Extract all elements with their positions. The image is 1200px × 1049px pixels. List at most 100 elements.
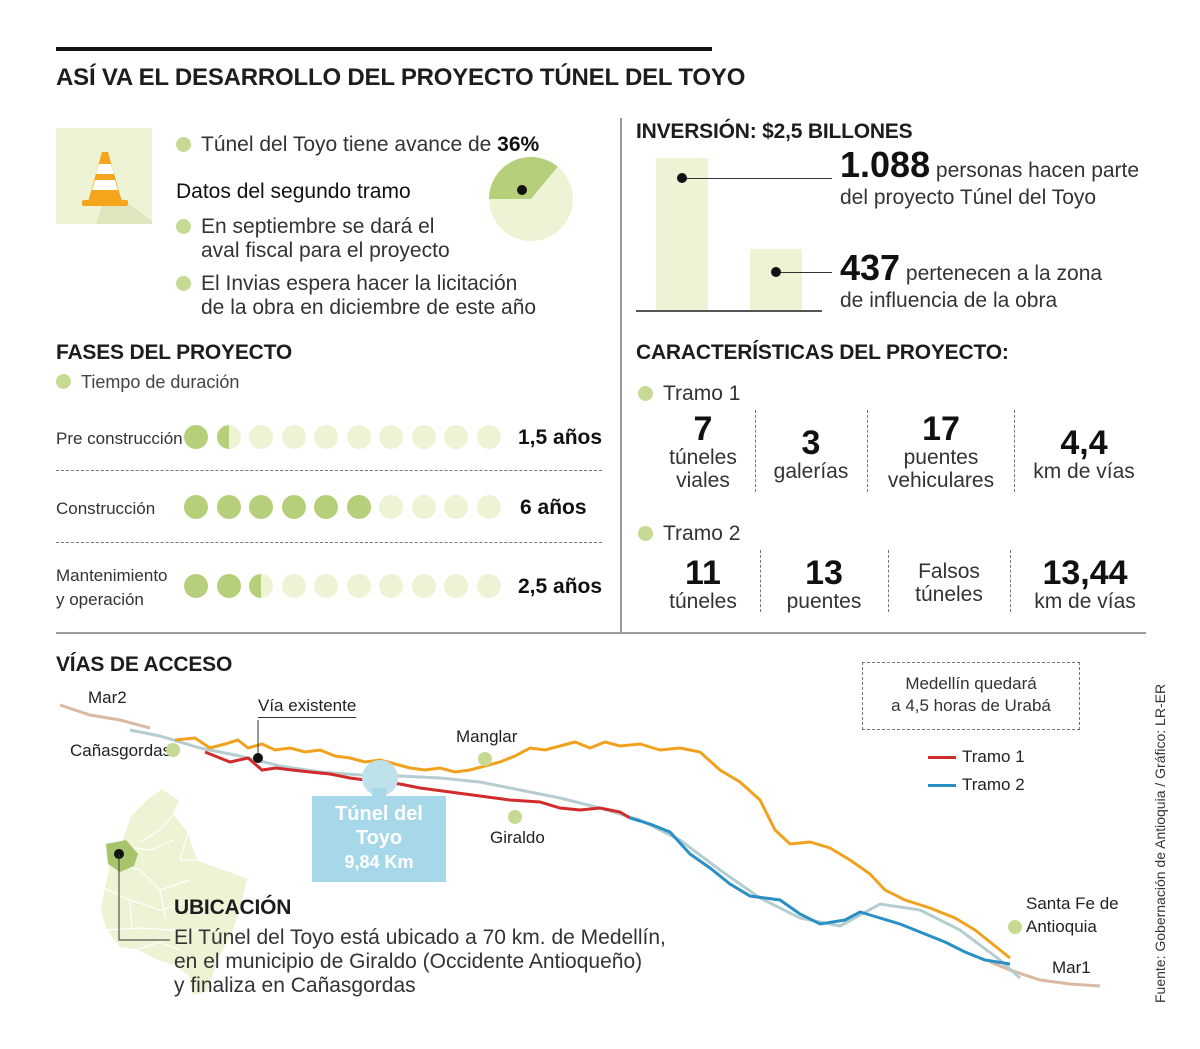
phase-duration: 2,5 años (518, 575, 603, 598)
tunnel-line1: Túnel del (335, 803, 423, 825)
location-line2: en el municipio de Giraldo (Occidente An… (174, 950, 643, 973)
place-dot-giraldo (508, 810, 522, 824)
legend-tramo1-label: Tramo 1 (962, 747, 1025, 766)
colombia-departments (103, 813, 220, 951)
duration-dot (314, 574, 338, 598)
tramo2-line1: Falsos (918, 560, 980, 583)
phase-separator (56, 542, 602, 543)
phase-duration: 6 años (520, 496, 587, 519)
route-tramo2 (629, 816, 1011, 966)
place-giraldo: Giraldo (490, 828, 545, 847)
duration-dot (249, 495, 273, 519)
duration-dot (379, 495, 403, 519)
place-mar1: Mar1 (1052, 958, 1091, 977)
phase-label: Pre construcción (56, 429, 183, 448)
traffic-cone-icon (56, 128, 152, 224)
tramo2-line1: túneles (669, 590, 737, 613)
duration-dot (444, 574, 468, 598)
tramo1-line2: viales (676, 469, 730, 492)
duration-dot (476, 495, 501, 519)
colombia-map (99, 787, 249, 997)
tunnel-length: 9,84 Km (344, 852, 414, 872)
bullet-invias-line1: El Invias espera hacer la licitación (201, 272, 518, 295)
leader-local-dot (771, 267, 781, 277)
investment-title: INVERSIÓN: $2,5 BILLONES (636, 120, 913, 143)
duration-dot (281, 425, 306, 449)
tramo1-line1: túneles (669, 446, 737, 469)
bars-baseline (636, 310, 822, 312)
phases-title: FASES DEL PROYECTO (56, 341, 293, 364)
item-separator (888, 550, 889, 612)
tramo1-item-4: 4,4 km de vías (1018, 426, 1150, 483)
duration-dot (411, 425, 436, 449)
access-title: VÍAS DE ACCESO (56, 653, 233, 676)
mar-road-west (59, 703, 151, 730)
existing-road-dot (253, 753, 263, 763)
duration-dot (184, 574, 208, 598)
tramo1-line1: km de vías (1033, 460, 1135, 483)
phase-label: Construcción (56, 499, 156, 518)
tramo1-item-1: 7 túneles viales (648, 412, 758, 492)
tramo1-num: 17 (922, 410, 960, 448)
tunnel-marker (362, 760, 398, 796)
bullet-dot (176, 276, 191, 291)
tramo1-line1: galerías (773, 460, 849, 483)
duration-dot (379, 425, 403, 449)
item-separator (1014, 410, 1015, 492)
progress-percent: 36% (497, 133, 540, 156)
bullet-invias-line2: de la obra en diciembre de este año (201, 296, 537, 319)
tramo2-num: 13 (805, 554, 843, 592)
duration-dot (216, 495, 241, 519)
people-local-line2: de influencia de la obra (840, 289, 1058, 312)
travel-time-note: Medellín quedará a 4,5 horas de Urabá (862, 662, 1080, 730)
duration-dot (249, 425, 273, 449)
section-divider (56, 632, 1146, 634)
bullet-dot (638, 526, 653, 541)
people-total-line2: del proyecto Túnel del Toyo (840, 186, 1097, 209)
duration-dot (444, 425, 468, 449)
tramo2-line1: puentes (786, 590, 862, 613)
tramo1-item-2: 3 galerías (760, 426, 862, 483)
route-tramo1 (204, 750, 631, 820)
tramo1-num: 7 (693, 410, 713, 448)
bullet-invias: El Invias espera hacer la licitación de … (176, 272, 536, 320)
mar-road-east (989, 960, 1101, 988)
location-text: El Túnel del Toyo está ubicado a 70 km. … (174, 926, 666, 998)
source-credit: Fuente: Gobernación de Antioquia / Gráfi… (1152, 683, 1168, 1003)
duration-dot (346, 574, 371, 598)
phase-label-line2: y operación (56, 590, 144, 609)
bullet-dot (176, 219, 191, 234)
tramo1-item-3: 17 puentes vehiculares (872, 412, 1010, 492)
phases-legend-label: Tiempo de duración (81, 372, 240, 392)
duration-dot (379, 574, 403, 598)
note-line1: Medellín quedará (905, 674, 1037, 693)
road-existing-orange (174, 736, 1011, 960)
pie-marker (517, 185, 527, 195)
people-total-line1: personas hacen parte (930, 159, 1140, 182)
duration-dot (216, 574, 241, 598)
place-dot-manglar (478, 752, 492, 766)
tramo1-label-text: Tramo 1 (663, 382, 741, 405)
item-separator (760, 550, 761, 612)
tramo1-label: Tramo 1 (638, 382, 740, 406)
people-local-block: 437 pertenecen a la zona de influencia d… (840, 250, 1102, 316)
column-divider (620, 118, 622, 632)
phase-row-preconstruction: Pre construcción 1,5 años (0, 408, 620, 468)
tramo2-label: Tramo 2 (638, 522, 740, 546)
duration-dot (281, 495, 306, 519)
tramo2-line1: km de vías (1034, 590, 1136, 613)
bullet-dot (176, 137, 191, 152)
duration-dot (476, 574, 501, 598)
legend-tramo2-label: Tramo 2 (962, 775, 1025, 794)
item-separator (1010, 550, 1011, 612)
duration-dot (249, 574, 273, 598)
leader-total (682, 178, 832, 179)
tramo2-item-2: 13 puentes (762, 556, 886, 613)
tramo1-num: 4,4 (1060, 424, 1108, 462)
page-title: ASÍ VA EL DESARROLLO DEL PROYECTO TÚNEL … (56, 64, 746, 91)
people-local-number: 437 (840, 247, 901, 288)
location-line3: y finaliza en Cañasgordas (174, 974, 416, 997)
tramo1-line1: puentes (903, 446, 979, 469)
duration-dot (314, 425, 338, 449)
location-leader (118, 854, 170, 941)
